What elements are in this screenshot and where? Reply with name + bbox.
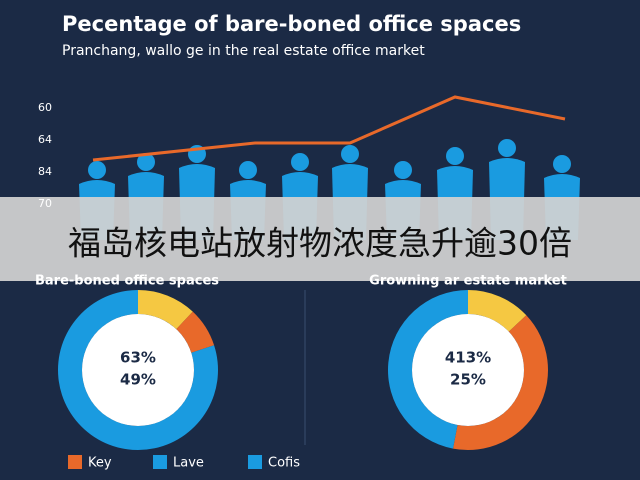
person-head	[88, 161, 106, 179]
person-head	[553, 155, 571, 173]
donut-label: 25%	[450, 371, 486, 389]
axis-label: 60	[38, 101, 52, 114]
banner-text: 福岛核电站放射物浓度急升逾30倍	[68, 224, 572, 263]
donut-segment	[58, 290, 219, 450]
donut-label: 413%	[445, 349, 491, 367]
person-head	[239, 161, 257, 179]
legend-label: Key	[88, 456, 112, 471]
donut-title: Growning ar estate market	[369, 274, 567, 289]
axis-label: 84	[38, 165, 52, 178]
donut-segment	[453, 315, 548, 450]
donut-segment	[387, 290, 468, 449]
person-head	[291, 153, 309, 171]
axis-label: 70	[38, 197, 52, 210]
donut-segment	[176, 311, 215, 353]
donut-segment	[468, 290, 527, 332]
title: Pecentage of bare-boned office spaces	[62, 12, 521, 36]
donut-hole	[82, 314, 194, 426]
donut-title: Bare-boned office spaces	[35, 274, 219, 289]
person-head	[498, 139, 516, 157]
person-head	[341, 145, 359, 163]
person-head	[394, 161, 412, 179]
subtitle: Pranchang, wallo ge in the real estate o…	[62, 43, 425, 59]
donut-segment	[138, 290, 193, 330]
person-head	[137, 153, 155, 171]
legend-swatch	[248, 455, 262, 469]
donut-label: 63%	[120, 349, 156, 367]
donut-hole	[412, 314, 524, 426]
legend-swatch	[153, 455, 167, 469]
legend-label: Cofis	[268, 456, 300, 471]
trend-line	[92, 95, 566, 162]
legend-swatch	[68, 455, 82, 469]
legend-label: Lave	[173, 456, 204, 471]
banner-background	[0, 197, 640, 281]
person-head	[446, 147, 464, 165]
donut-label: 49%	[120, 371, 156, 389]
axis-label: 64	[38, 133, 52, 146]
